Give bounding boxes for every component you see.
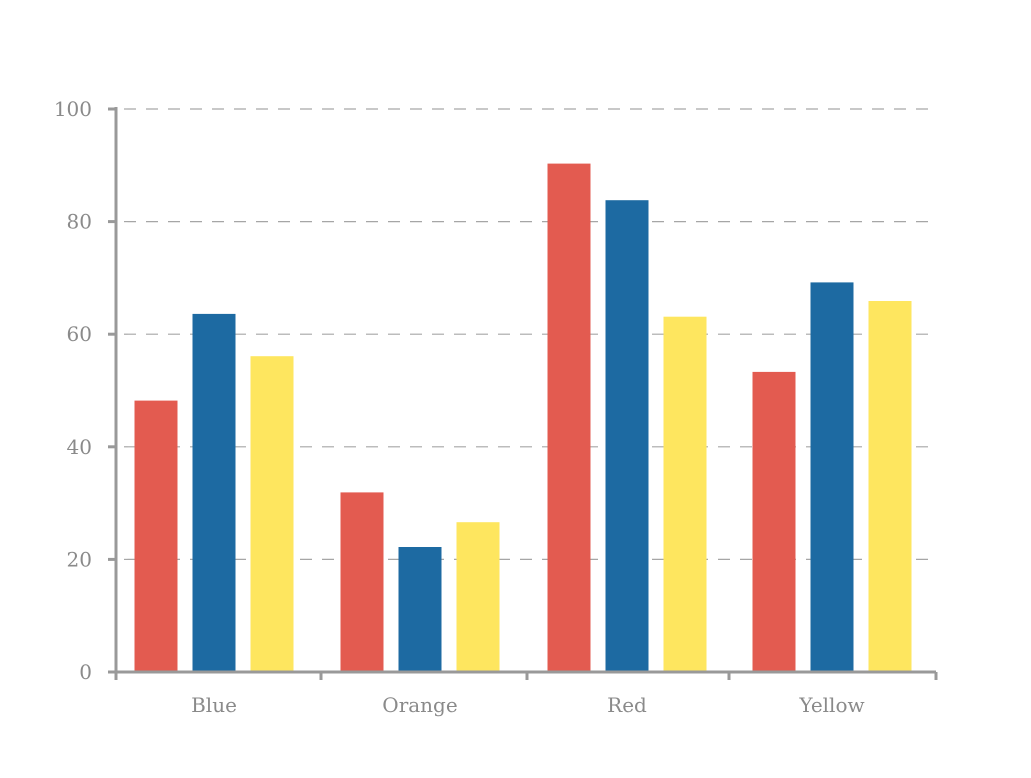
y-axis-ticks: 0 20 40 60 80 100 (54, 97, 116, 684)
bar-blue-2 (192, 313, 236, 672)
bar-red-1 (547, 163, 591, 672)
bar-yellow-3 (868, 301, 912, 672)
y-tick-label: 100 (54, 97, 92, 121)
bar-yellow-2 (810, 282, 854, 672)
y-tick-label: 0 (79, 660, 92, 684)
bars (134, 163, 912, 672)
x-axis-ticks: Blue Orange Red Yellow (114, 672, 938, 717)
bar-blue-3 (250, 356, 294, 672)
bar-orange-2 (398, 547, 442, 672)
bar-yellow-1 (752, 371, 796, 672)
bar-red-2 (605, 200, 649, 672)
y-tick-label: 40 (67, 435, 92, 459)
x-tick-label: Blue (191, 693, 237, 717)
bar-red-3 (663, 316, 707, 672)
x-tick-label: Yellow (798, 693, 864, 717)
y-tick-label: 60 (67, 322, 92, 346)
y-tick-label: 80 (67, 210, 92, 234)
x-tick-label: Orange (382, 693, 457, 717)
bar-orange-3 (456, 522, 500, 672)
y-tick-label: 20 (67, 547, 92, 571)
bar-orange-1 (340, 492, 384, 672)
axes (114, 107, 936, 674)
bar-blue-1 (134, 400, 178, 672)
x-tick-label: Red (607, 693, 647, 717)
